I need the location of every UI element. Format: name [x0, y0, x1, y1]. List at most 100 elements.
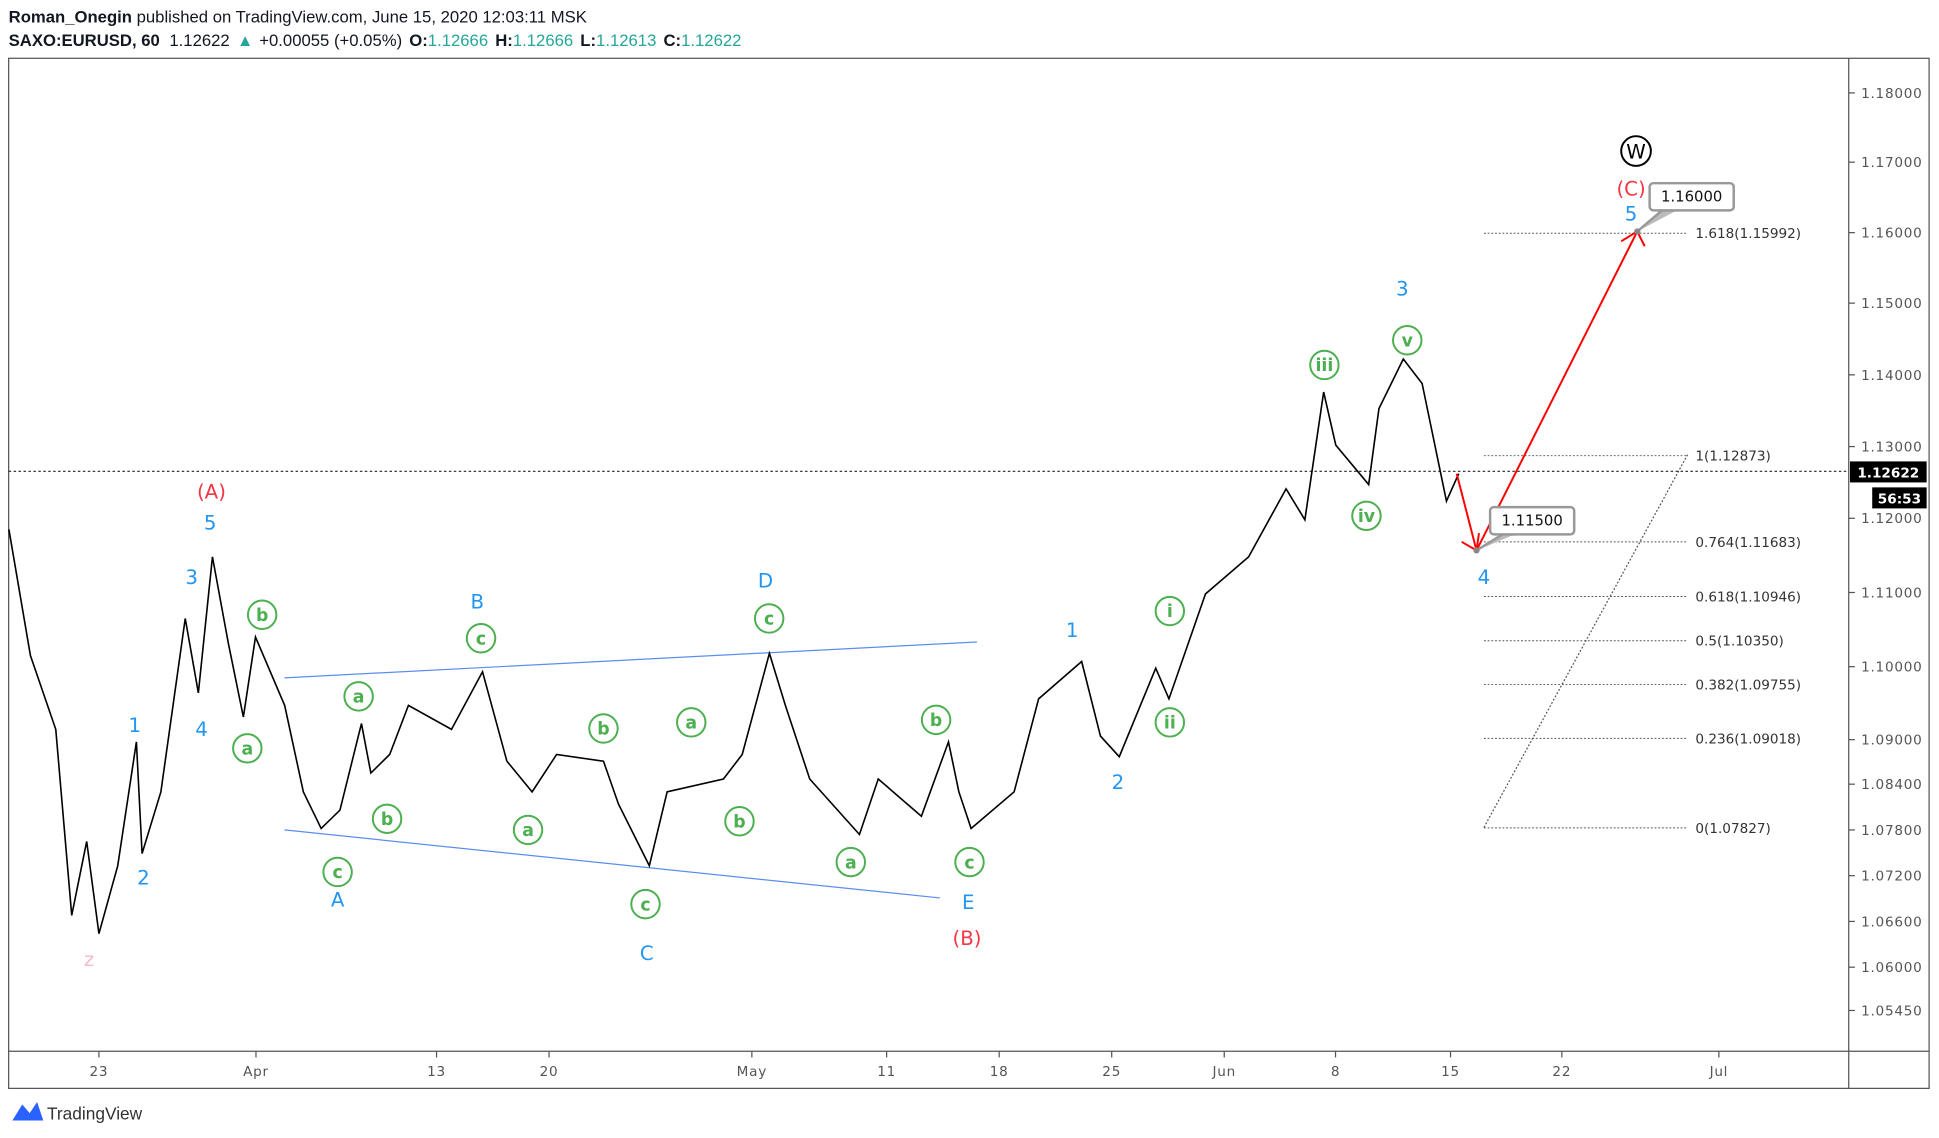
time-tick-label: 15 [1441, 1064, 1460, 1080]
wave-label-circled[interactable]: a [512, 814, 544, 846]
wave-label-circled[interactable]: c [630, 888, 661, 920]
symbol-info: SAXO:EURUSD, 60 1.12622 ▲ +0.00055 (+0.0… [9, 31, 742, 50]
wave-label-circled-black[interactable]: W [1620, 135, 1652, 167]
high-label: H: [495, 31, 513, 50]
price-tick-label: 1.16000 [1861, 226, 1922, 242]
price-tick-label: 1.08400 [1861, 777, 1922, 793]
wave-label-circled[interactable]: b [724, 806, 755, 837]
target-callout-1[interactable]: 1.11500 [1473, 505, 1576, 554]
wave-label-circled[interactable]: v [1392, 325, 1423, 356]
wave-label-circled[interactable]: c [753, 603, 785, 634]
wave-label-text: b [930, 711, 942, 731]
target-callout-2[interactable]: 1.16000 [1634, 181, 1735, 235]
fib-level-label: 1(1.12873) [1695, 449, 1770, 465]
wave-label-blue[interactable]: 4 [1478, 566, 1491, 589]
price-tick-label: 1.06000 [1861, 960, 1922, 976]
wave-label-circled[interactable]: i [1154, 595, 1186, 627]
wave-label-blue[interactable]: D [758, 570, 773, 593]
wave-label-text: c [476, 629, 486, 649]
wave-label-blue[interactable]: 2 [137, 866, 150, 889]
tradingview-logo-icon [12, 1101, 44, 1121]
price-tick-label: 1.07800 [1861, 823, 1922, 839]
arrow-up-to-wave-5[interactable] [1475, 230, 1639, 551]
price-tick-label: 1.09000 [1861, 733, 1922, 749]
wave-label-red[interactable]: (A) [197, 481, 226, 504]
bar-countdown: 56:53 [1878, 491, 1921, 507]
price-tick-label: 1.05450 [1861, 1003, 1922, 1019]
wave-label-text: iv [1358, 507, 1376, 527]
wave-label-text: b [597, 720, 609, 740]
wave-label-blue[interactable]: E [962, 891, 975, 914]
wave-label-text: i [1167, 602, 1173, 622]
wave-label-blue[interactable]: B [471, 591, 485, 614]
wave-label-blue[interactable]: 3 [185, 566, 198, 589]
time-axis[interactable]: 23 Apr 13 20 May 11 18 25 Jun 8 15 22 Jul [90, 1051, 1729, 1080]
wave-label-text: a [353, 688, 365, 708]
wave-label-circled[interactable]: a [343, 681, 374, 712]
time-tick-label: Apr [243, 1064, 269, 1080]
open-label: O: [409, 31, 428, 50]
wave-label-text: a [845, 853, 857, 873]
low-value: 1.12613 [596, 31, 656, 50]
wave-label-blue[interactable]: 4 [195, 718, 208, 741]
chart-frame [8, 57, 1930, 1089]
low-label: L: [580, 31, 596, 50]
time-tick-label: 11 [877, 1064, 896, 1080]
fib-level-label: 0.764(1.11683) [1695, 535, 1801, 551]
wave-label-w: W [1626, 140, 1646, 163]
wave-label-text: ii [1164, 714, 1176, 734]
fib-level-label: 1.618(1.15992) [1695, 226, 1801, 242]
fib-extension[interactable]: 1.618(1.15992) 1(1.12873) 0.764(1.11683) 0.… [1483, 226, 1801, 837]
wave-label-blue[interactable]: C [640, 942, 654, 965]
wave-label-red[interactable]: (C) [1616, 178, 1645, 201]
wave-label-blue[interactable]: 5 [1625, 202, 1638, 225]
wave-label-pink[interactable]: z [84, 948, 94, 971]
wave-label-circled[interactable]: c [465, 623, 497, 654]
time-tick-label: 18 [990, 1064, 1009, 1080]
wave-label-blue[interactable]: 1 [129, 714, 142, 737]
wave-label-text: c [640, 895, 650, 915]
close-label: C: [664, 31, 682, 50]
wave-label-blue[interactable]: 2 [1112, 771, 1125, 794]
symbol: SAXO:EURUSD, 60 [9, 31, 160, 50]
fib-level-label: 0.618(1.10946) [1695, 589, 1801, 605]
time-tick-label: Jun [1212, 1064, 1236, 1080]
wave-labels: (A) (B) (C) 5 3 1 4 2 B A D C E 1 2 3 4 … [84, 178, 1646, 971]
wave-label-blue[interactable]: A [331, 889, 345, 912]
publish-text: published on TradingView.com, June 15, 2… [132, 7, 587, 26]
wave-label-text: c [332, 863, 342, 883]
arrow-down-to-wave-4[interactable] [1455, 473, 1478, 551]
triangle-lower-line[interactable] [284, 829, 940, 899]
wave-label-circled[interactable]: a [232, 733, 263, 764]
close-value: 1.12622 [681, 31, 741, 50]
wave-label-blue[interactable]: 5 [204, 511, 217, 534]
brand-name: TradingView [47, 1103, 143, 1123]
time-tick-label: 13 [427, 1064, 446, 1080]
triangle-upper-line[interactable] [284, 641, 977, 679]
wave-label-blue[interactable]: 1 [1066, 619, 1079, 642]
wave-label-circled[interactable]: c [954, 846, 985, 878]
wave-label-blue[interactable]: 3 [1396, 278, 1409, 301]
wave-label-circled[interactable]: ii [1154, 707, 1186, 738]
wave-label-circled[interactable]: iii [1309, 349, 1340, 381]
author-name[interactable]: Roman_Onegin [9, 7, 132, 26]
price-series-line [8, 357, 1460, 934]
projection-arrows[interactable] [1455, 229, 1646, 553]
wave-label-text: a [685, 714, 697, 734]
price-axis[interactable]: 1.18000 1.17000 1.16000 1.15000 1.14000 1.130… [1848, 86, 1923, 1020]
wave-label-circled[interactable]: iv [1351, 500, 1382, 532]
wave-label-circled[interactable]: c [322, 856, 353, 888]
fib-level-label: 0.382(1.09755) [1695, 678, 1801, 694]
wave-label-circled[interactable]: b [371, 803, 403, 835]
tradingview-logo[interactable]: TradingView [12, 1101, 143, 1123]
wave-label-circled[interactable]: b [588, 713, 619, 744]
current-price-label: 1.12622 [1857, 465, 1919, 481]
wave-label-circled[interactable]: a [835, 846, 866, 878]
wave-label-circled[interactable]: b [920, 704, 952, 736]
wave-label-text: a [522, 821, 534, 841]
wave-label-circled[interactable]: a [676, 707, 707, 738]
fib-trend-line[interactable] [1483, 453, 1689, 828]
wave-label-red[interactable]: (B) [953, 927, 982, 950]
wave-label-circled[interactable]: b [246, 599, 278, 630]
